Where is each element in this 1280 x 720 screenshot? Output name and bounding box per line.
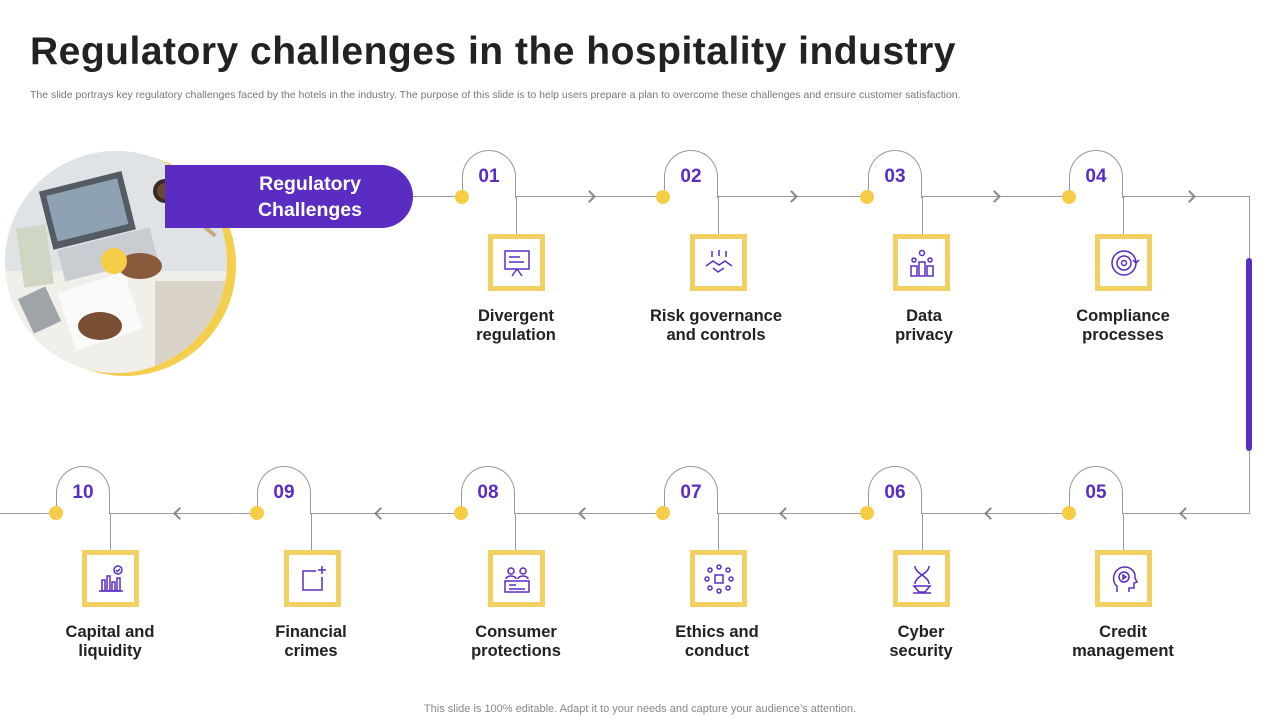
node-dot [455, 190, 469, 204]
arrow-left-icon [1179, 507, 1192, 520]
slide-subtitle: The slide portrays key regulatory challe… [30, 89, 961, 101]
step-label: Cyber security [889, 623, 953, 660]
node-dot [656, 190, 670, 204]
step-number: 03 [884, 166, 906, 187]
arrow-right-icon [988, 190, 1001, 203]
step-label: Capital and liquidity [65, 623, 155, 660]
step-label: Compliance processes [1076, 307, 1170, 344]
step-number: 02 [680, 166, 702, 187]
step-number: 10 [72, 482, 94, 503]
bottom-connector [0, 513, 1250, 514]
head-play-icon [1095, 550, 1152, 607]
arrow-right-icon [583, 190, 596, 203]
arrow-left-icon [578, 507, 591, 520]
step-label: Ethics and conduct [675, 623, 759, 660]
slide-footer: This slide is 100% editable. Adapt it to… [423, 703, 857, 715]
handshake-icon [690, 234, 747, 291]
arrow-left-icon [173, 507, 186, 520]
step-number: 04 [1085, 166, 1107, 187]
arrow-right-icon [785, 190, 798, 203]
step-number: 06 [884, 482, 906, 503]
step-number: 07 [680, 482, 702, 503]
regulatory-challenges-banner [165, 165, 413, 228]
node-dot [250, 506, 264, 520]
photo-accent-dot [101, 248, 127, 274]
arrow-right-icon [1183, 190, 1196, 203]
node-dot [656, 506, 670, 520]
presentation-board-icon [488, 234, 545, 291]
network-dots-icon [690, 550, 747, 607]
banner-label: Regulatory Challenges [257, 173, 363, 221]
node-dot [49, 506, 63, 520]
gear-cycle-icon [1095, 234, 1152, 291]
step-number: 08 [477, 482, 499, 503]
top-connector [413, 196, 1249, 197]
step-label: Risk governance and controls [649, 307, 783, 344]
bar-chart-check-icon [82, 550, 139, 607]
step-label: Credit management [1072, 623, 1174, 660]
node-dot [454, 506, 468, 520]
step-label: Data privacy [895, 307, 953, 344]
node-dot [1062, 190, 1076, 204]
frame-plus-icon [284, 550, 341, 607]
node-dot [860, 506, 874, 520]
step-label: Consumer protections [471, 623, 561, 660]
step-number: 05 [1085, 482, 1107, 503]
dna-hourglass-icon [893, 550, 950, 607]
node-dot [1062, 506, 1076, 520]
step-label: Financial crimes [275, 623, 347, 660]
step-label: Divergent regulation [476, 307, 556, 344]
side-accent-bar [1246, 258, 1252, 451]
slide-title: Regulatory challenges in the hospitality… [30, 30, 956, 73]
node-dot [860, 190, 874, 204]
users-dashboard-icon [488, 550, 545, 607]
arrow-left-icon [779, 507, 792, 520]
arrow-left-icon [374, 507, 387, 520]
step-number: 01 [478, 166, 500, 187]
podium-stars-icon [893, 234, 950, 291]
arrow-left-icon [984, 507, 997, 520]
step-number: 09 [273, 482, 295, 503]
